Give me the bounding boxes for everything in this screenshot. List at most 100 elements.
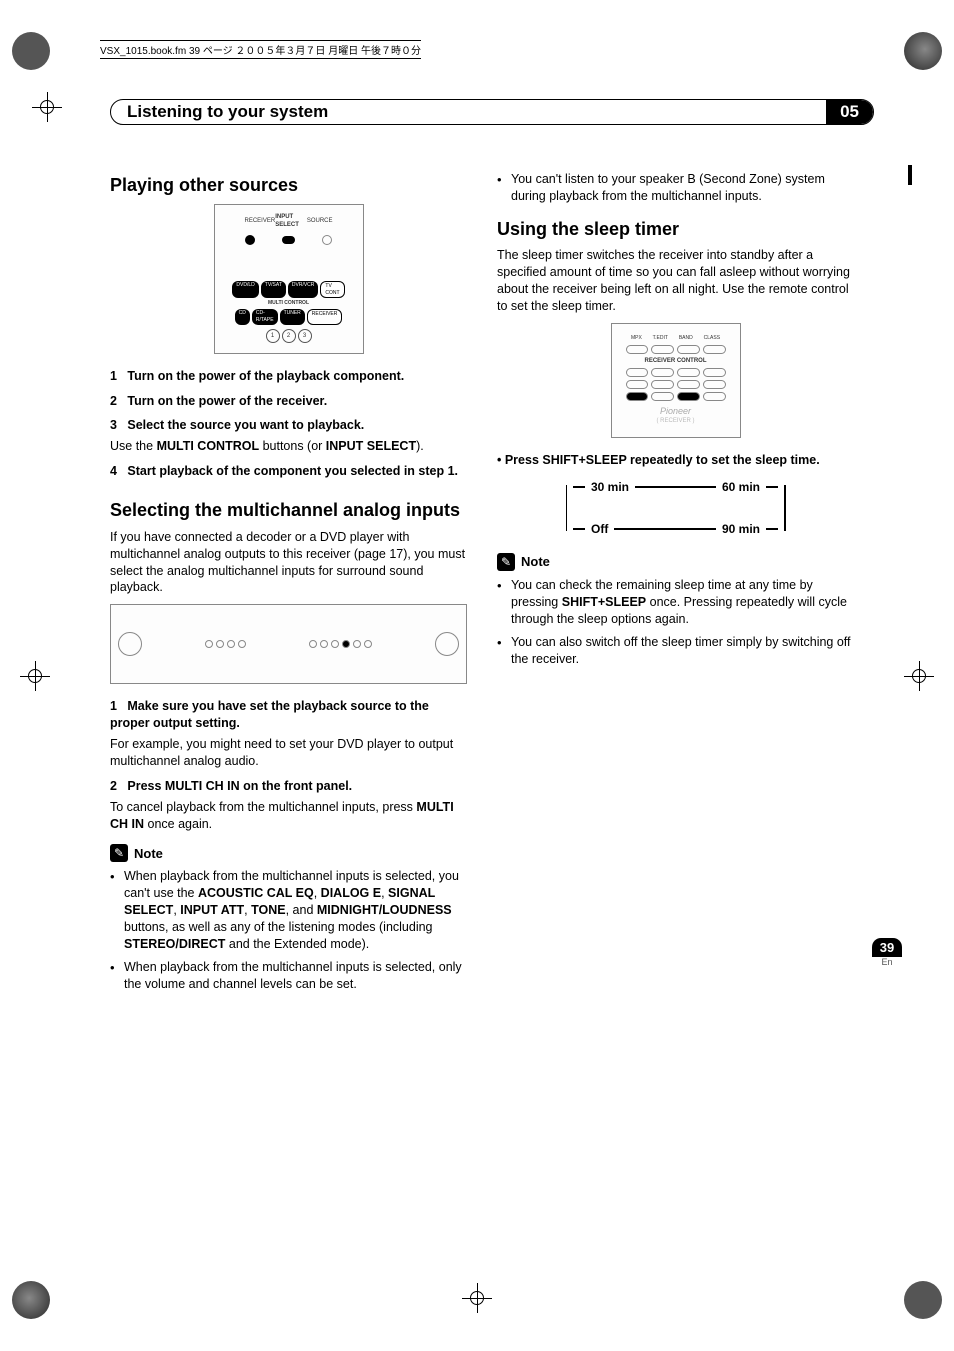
- page-number-badge: 39 En: [872, 938, 902, 967]
- step-line: 1 Make sure you have set the playback so…: [110, 698, 467, 732]
- remote-label: SOURCE: [307, 217, 333, 225]
- text-bold: ACOUSTIC CAL EQ: [198, 886, 314, 900]
- mc-button: TV/SAT: [261, 281, 286, 299]
- step-body: For example, you might need to set your …: [110, 736, 467, 770]
- text: ,: [314, 886, 321, 900]
- mc-button: TV CONT: [320, 281, 344, 299]
- step-line: • Press SHIFT+SLEEP repeatedly to set th…: [497, 452, 854, 469]
- registration-mark-icon: [466, 1287, 488, 1309]
- cycle-label: Off: [591, 521, 608, 537]
- receiver-control-label: RECEIVER CONTROL: [626, 357, 726, 365]
- cycle-label: 30 min: [591, 479, 629, 495]
- step-title: Turn on the power of the playback compon…: [127, 369, 404, 383]
- text: , and: [286, 903, 317, 917]
- shift-button-icon: [626, 392, 649, 401]
- text: Use the: [110, 439, 157, 453]
- sleep-cycle-diagram: 30 min 60 min Off 90 min: [566, 479, 786, 537]
- text: buttons, as well as any of the listening…: [124, 920, 433, 934]
- step-number: 4: [110, 464, 117, 478]
- chapter-number: 05: [826, 100, 873, 124]
- text: once again.: [144, 817, 212, 831]
- sleep-button-icon: [677, 392, 700, 401]
- mc-button: CD: [235, 309, 250, 325]
- step-line: 2 Press MULTI CH IN on the front panel.: [110, 778, 467, 795]
- crop-mark-icon: [12, 1281, 50, 1319]
- mc-title: MULTI CONTROL: [245, 300, 333, 307]
- text-bold: SHIFT+SLEEP: [562, 595, 646, 609]
- step-number: 2: [110, 779, 117, 793]
- step-number: 2: [110, 394, 117, 408]
- mc-button: DVD/LD: [232, 281, 258, 299]
- step-number: 1: [110, 699, 117, 713]
- remote-label: CLASS: [704, 335, 720, 342]
- knob-icon: [435, 632, 459, 656]
- text-bold: repeatedly to set the sleep time.: [627, 453, 820, 467]
- text-bold: DIALOG E: [321, 886, 381, 900]
- text-bold: TONE: [251, 903, 286, 917]
- input-select-button: [282, 236, 294, 245]
- mc-button: CD-R/TAPE: [252, 309, 278, 325]
- note-item: You can check the remaining sleep time a…: [497, 577, 854, 628]
- text-bold: MULTI CONTROL: [157, 439, 260, 453]
- remote-label: RECEIVER: [245, 217, 276, 225]
- text: and the Extended mode).: [225, 937, 369, 951]
- note-item: You can't listen to your speaker B (Seco…: [497, 171, 854, 205]
- text-bold: MIDNIGHT/LOUDNESS: [317, 903, 452, 917]
- text-bold: STEREO/DIRECT: [124, 937, 225, 951]
- step-title: Select the source you want to playback.: [127, 418, 364, 432]
- cycle-label: 60 min: [722, 479, 760, 495]
- chapter-title: Listening to your system: [111, 102, 344, 122]
- remote-label: INPUT SELECT: [275, 213, 307, 229]
- remote-label: BAND: [679, 335, 693, 342]
- note-item: When playback from the multichannel inpu…: [110, 868, 467, 952]
- callout-circle: 2: [282, 329, 296, 343]
- cycle-label: 90 min: [722, 521, 760, 537]
- brand-sub-label: ( RECEIVER ): [626, 417, 726, 425]
- text: ,: [381, 886, 388, 900]
- note-icon: ✎: [497, 553, 515, 571]
- page-number: 39: [872, 938, 902, 957]
- text: buttons (or: [259, 439, 326, 453]
- right-column: You can't listen to your speaker B (Seco…: [497, 165, 854, 999]
- mc-button: DVR/VCR: [288, 281, 319, 299]
- step-number: 3: [110, 418, 117, 432]
- section-heading: Playing other sources: [110, 175, 467, 196]
- mc-button: TUNER: [280, 309, 305, 325]
- section-heading: Selecting the multichannel analog inputs: [110, 500, 467, 521]
- text-bold: SHIFT+SLEEP: [542, 453, 626, 467]
- text-bold: INPUT ATT: [180, 903, 244, 917]
- step-title: Press MULTI CH IN on the front panel.: [127, 779, 352, 793]
- front-panel-figure: [110, 604, 467, 684]
- step-line: 1 Turn on the power of the playback comp…: [110, 368, 467, 385]
- step-body: To cancel playback from the multichannel…: [110, 799, 467, 833]
- remote-label: MPX: [631, 335, 642, 342]
- note-heading: ✎ Note: [110, 844, 467, 862]
- multi-ch-in-icon: [342, 640, 350, 648]
- crop-mark-icon: [904, 1281, 942, 1319]
- knob-icon: [118, 632, 142, 656]
- note-heading: ✎ Note: [497, 553, 854, 571]
- step-number: 1: [110, 369, 117, 383]
- section-intro: If you have connected a decoder or a DVD…: [110, 529, 467, 597]
- chapter-heading-bar: Listening to your system 05: [110, 99, 874, 125]
- step-title: Make sure you have set the playback sour…: [110, 699, 429, 730]
- section-intro: The sleep timer switches the receiver in…: [497, 247, 854, 315]
- step-title: Start playback of the component you sele…: [127, 464, 458, 478]
- section-heading: Using the sleep timer: [497, 219, 854, 240]
- step-title: Turn on the power of the receiver.: [127, 394, 327, 408]
- mc-button: RECEIVER: [307, 309, 343, 325]
- step-line: 4 Start playback of the component you se…: [110, 463, 467, 480]
- left-column: Playing other sources RECEIVER INPUT SEL…: [110, 165, 467, 999]
- source-file-header: VSX_1015.book.fm 39 ページ ２００５年３月７日 月曜日 午後…: [100, 40, 421, 59]
- callout-circle: 3: [298, 329, 312, 343]
- note-label: Note: [134, 845, 163, 863]
- step-line: 2 Turn on the power of the receiver.: [110, 393, 467, 410]
- remote-top-figure: RECEIVER INPUT SELECT SOURCE DVD/LD TV/S…: [214, 204, 364, 354]
- step-body: Use the MULTI CONTROL buttons (or INPUT …: [110, 438, 467, 455]
- text: ).: [416, 439, 424, 453]
- text: To cancel playback from the multichannel…: [110, 800, 416, 814]
- note-item: When playback from the multichannel inpu…: [110, 959, 467, 993]
- remote-receiver-control-figure: MPX T.EDIT BAND CLASS RECEIVER CONTROL: [611, 323, 741, 438]
- note-icon: ✎: [110, 844, 128, 862]
- source-button-icon: [322, 235, 332, 245]
